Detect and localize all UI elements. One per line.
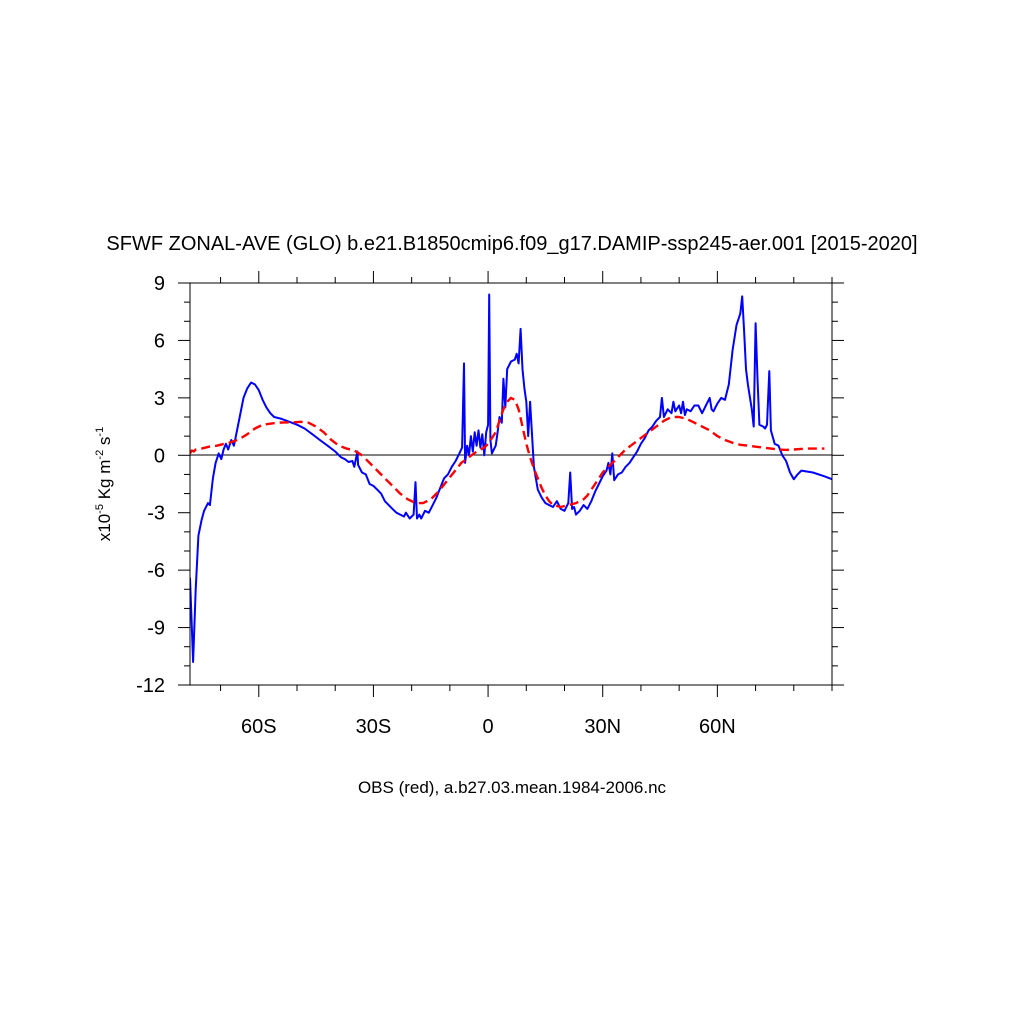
y-axis-label-unit-a-exp: -2 [94, 450, 106, 460]
tick-layer [178, 271, 844, 697]
chart-title: SFWF ZONAL-AVE (GLO) b.e21.B1850cmip6.f0… [106, 233, 917, 255]
y-tick-labels: 9 6 3 0 -3 -6 -9 -12 [136, 273, 165, 697]
y-axis-label-prefix-exp: -5 [94, 504, 106, 514]
x-tick-labels: 60S 30S 0 30N 60N [241, 716, 736, 738]
y-axis-label-prefix: x10 [95, 514, 114, 541]
y-tick-label: 9 [154, 273, 165, 295]
x-tick-label: 60S [241, 716, 277, 738]
x-tick-label: 0 [483, 716, 494, 738]
y-tick-label: 6 [154, 330, 165, 352]
y-axis-label-unit-a: Kg m [95, 460, 114, 504]
y-tick-label: 3 [154, 388, 165, 410]
y-tick-label: -9 [147, 618, 165, 640]
obs-series-line [190, 396, 825, 509]
model-series-line [190, 293, 832, 663]
y-axis-label: x10-5 Kg m-2 s-1 [94, 427, 114, 541]
y-axis-label-unit-b: s [95, 437, 114, 450]
y-tick-label: -12 [136, 675, 165, 697]
plot-area [178, 271, 844, 697]
x-axis-label: OBS (red), a.b27.03.mean.1984-2006.nc [358, 778, 667, 797]
x-tick-label: 60N [699, 716, 736, 738]
x-tick-label: 30S [356, 716, 392, 738]
y-axis-label-unit-b-exp: -1 [94, 427, 106, 437]
y-tick-label: -3 [147, 503, 165, 525]
plot-frame [189, 282, 833, 686]
y-tick-label: -6 [147, 560, 165, 582]
x-tick-label: 30N [584, 716, 621, 738]
series-layer [190, 293, 832, 663]
y-tick-label: 0 [154, 445, 165, 467]
